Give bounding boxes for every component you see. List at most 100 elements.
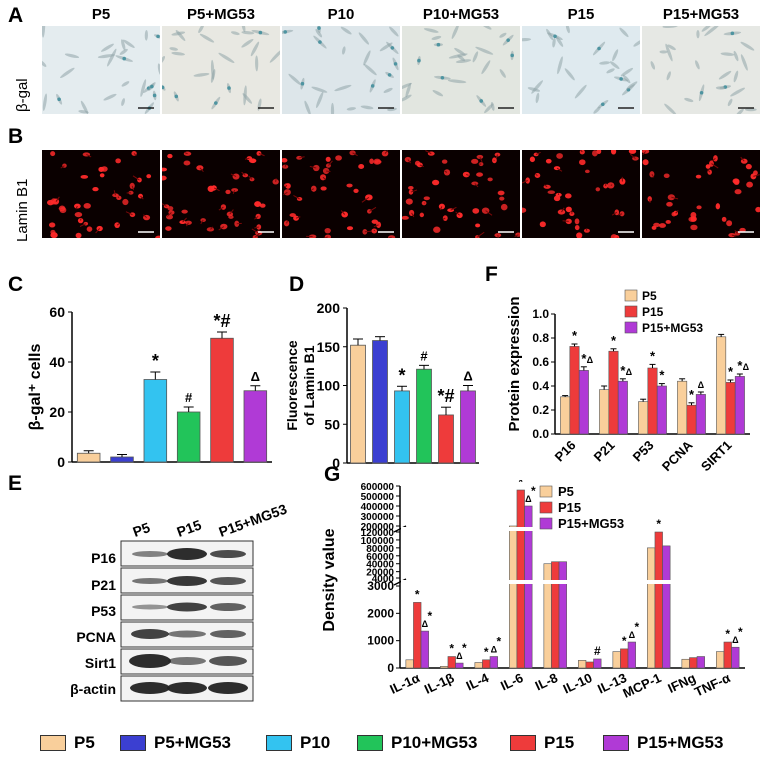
nucleus xyxy=(405,198,413,205)
significance-mark: Δ xyxy=(251,369,260,384)
y-tick-label: 100000 xyxy=(361,536,395,547)
nucleus xyxy=(476,154,484,159)
significance-mark: Δ xyxy=(491,645,498,655)
cell xyxy=(574,84,587,99)
panel-letter-b: B xyxy=(8,125,24,148)
y-tick-label: 80000 xyxy=(366,544,394,555)
cell xyxy=(499,32,507,38)
bar xyxy=(654,531,663,669)
cell xyxy=(481,60,491,75)
nucleus xyxy=(556,153,563,159)
cell-fiber xyxy=(675,210,679,214)
cell xyxy=(695,60,700,70)
cell-fiber xyxy=(326,170,331,173)
nucleus xyxy=(185,220,192,225)
nucleus xyxy=(653,222,660,228)
cell-fiber xyxy=(411,212,415,218)
bar xyxy=(608,350,619,435)
nucleus xyxy=(183,160,191,166)
bar xyxy=(440,666,449,669)
x-tick-label: IL-8 xyxy=(533,670,560,693)
cell-fiber xyxy=(284,164,287,167)
legend-swatch-p5 xyxy=(40,735,66,751)
cell-fiber xyxy=(299,156,305,159)
cell xyxy=(175,29,186,42)
cell xyxy=(733,70,739,83)
cell-fiber xyxy=(476,231,485,238)
significance-mark: * xyxy=(620,363,626,378)
nucleus xyxy=(381,150,389,157)
header-p15: P15 xyxy=(567,6,595,23)
cell xyxy=(157,63,160,76)
chart-g-density: 0 1000 2000 3000400020000400006000080000100… xyxy=(321,480,746,701)
header-p5: P5 xyxy=(91,6,111,23)
nucleus xyxy=(695,174,702,179)
y-axis-label-line: Fluorescence xyxy=(285,340,300,430)
cell xyxy=(42,93,47,111)
y-axis-label-line: of Lamin B1 xyxy=(301,345,317,425)
significance-mark: * xyxy=(484,645,489,659)
cell-fiber xyxy=(258,152,265,157)
cell xyxy=(250,41,260,57)
cell-fiber xyxy=(284,184,288,188)
cell xyxy=(727,98,733,107)
cell-fiber xyxy=(651,173,655,178)
cell xyxy=(564,68,575,81)
nucleus xyxy=(167,153,173,159)
header-p5-mg53: P5+MG53 xyxy=(187,6,255,23)
nucleus xyxy=(207,185,215,192)
cell-fiber xyxy=(311,188,315,191)
nucleus xyxy=(408,189,414,195)
cell-fiber xyxy=(133,153,137,157)
cell-fiber xyxy=(143,214,147,218)
significance-mark: * xyxy=(428,609,433,623)
y-tick-label: 2000 xyxy=(367,606,394,620)
nucleus xyxy=(52,198,60,205)
nucleus xyxy=(74,203,81,209)
nucleus xyxy=(165,226,172,231)
bgal-stain xyxy=(258,30,263,35)
cell xyxy=(405,82,412,98)
cell-fiber xyxy=(407,159,412,164)
bar xyxy=(143,379,168,463)
cell xyxy=(633,39,640,47)
bgal-stain xyxy=(553,34,557,39)
cell xyxy=(696,29,700,39)
legend-item-p5-mg53: P5+MG53 xyxy=(120,733,231,753)
cell xyxy=(593,106,601,114)
y-tick-label: 150 xyxy=(317,339,341,355)
cell-fiber xyxy=(562,220,569,222)
cell-fiber xyxy=(116,222,120,226)
significance-mark: * xyxy=(581,351,587,366)
bar xyxy=(593,658,602,669)
blot-row-label-pcna: PCNA xyxy=(76,629,116,645)
nucleus xyxy=(179,220,186,225)
nucleus xyxy=(77,217,84,224)
cell xyxy=(718,70,732,80)
nucleus xyxy=(225,189,231,195)
panel-letter-e: E xyxy=(8,472,23,495)
blot-lane-p15-mg53: P15+MG53 xyxy=(216,500,289,540)
cell-fiber xyxy=(229,209,234,215)
cell xyxy=(288,73,302,86)
cell-fiber xyxy=(707,169,711,173)
cell xyxy=(432,90,444,97)
significance-mark: * xyxy=(725,627,730,641)
cell-fiber xyxy=(218,226,225,231)
blot-row-label-p53: P53 xyxy=(91,603,116,619)
bar xyxy=(560,396,571,435)
nucleus xyxy=(539,221,546,228)
blot-row-label-sirt1: Sirt1 xyxy=(84,655,116,671)
cell xyxy=(704,26,721,37)
cell xyxy=(241,38,254,48)
blot-lane-p15: P15 xyxy=(174,516,204,540)
cell-fiber xyxy=(254,226,259,229)
cell xyxy=(480,26,492,30)
significance-mark: * xyxy=(659,368,665,383)
y-tick-label: 50 xyxy=(324,416,340,432)
significance-mark: Δ xyxy=(732,635,739,645)
cell-fiber xyxy=(200,219,204,225)
y-tick-label: 60000 xyxy=(366,552,394,563)
significance-mark: # xyxy=(420,348,428,363)
cell-fiber xyxy=(293,195,300,200)
